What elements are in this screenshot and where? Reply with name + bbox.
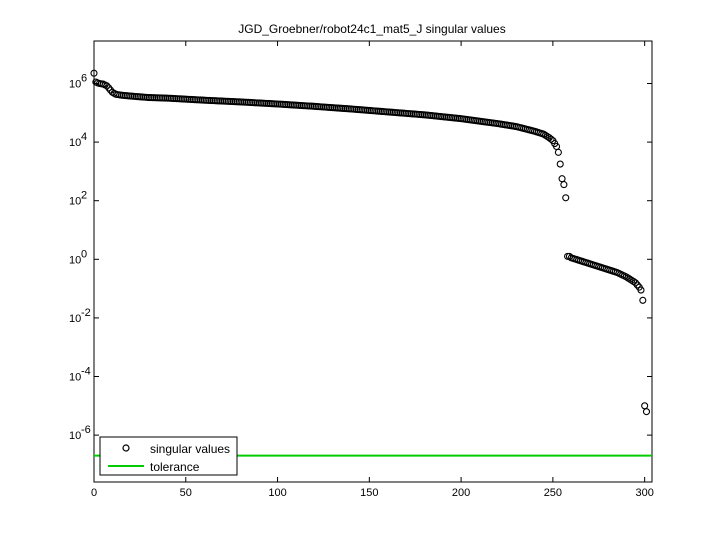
y-tick-exponent: 0	[81, 248, 87, 260]
singular-value-point	[622, 273, 630, 281]
singular-value-point	[631, 279, 640, 287]
singular-value-point	[103, 82, 111, 90]
x-tick-label: 300	[635, 487, 653, 499]
x-tick-label: 150	[360, 487, 378, 499]
x-tick-label: 50	[180, 487, 192, 499]
legend-label-tolerance: tolerance	[150, 460, 200, 474]
legend: singular values tolerance	[99, 436, 238, 476]
legend-label-singular-values: singular values	[150, 442, 230, 456]
singular-value-point	[565, 252, 573, 260]
legend-marker-singular-values	[122, 444, 130, 452]
y-tick-label: 10 0	[69, 248, 87, 266]
legend-box	[99, 436, 238, 476]
y-tick-base: 10	[69, 430, 81, 442]
y-tick-base: 10	[69, 78, 81, 90]
axes-frame	[93, 40, 653, 483]
y-tick-exponent: -4	[81, 366, 91, 378]
y-tick-base: 10	[69, 196, 81, 208]
y-tick-label: 10 4	[69, 131, 87, 149]
y-tick-label: 10 -4	[69, 366, 91, 384]
singular-value-point	[626, 275, 634, 283]
singular-value-point	[540, 130, 548, 138]
singular-value-point	[562, 194, 570, 202]
singular-value-point	[554, 148, 562, 156]
y-tick-label: 10 -6	[69, 424, 91, 442]
singular-value-point	[556, 160, 564, 168]
x-tick-label: 0	[91, 487, 97, 499]
y-tick-exponent: 4	[81, 131, 87, 143]
singular-value-point	[641, 402, 649, 410]
y-tick-exponent: -6	[81, 424, 91, 436]
y-tick-label: 10 6	[69, 72, 87, 90]
singular-value-point	[624, 274, 632, 282]
singular-value-point	[547, 135, 555, 143]
singular-value-point	[628, 276, 636, 284]
singular-value-point	[558, 175, 566, 183]
chart-marks	[90, 69, 652, 457]
y-tick-base: 10	[69, 137, 81, 149]
singular-value-point	[541, 131, 550, 139]
x-tick-label: 250	[544, 487, 562, 499]
singular-value-point	[633, 281, 641, 289]
y-tick-base: 10	[69, 254, 81, 266]
y-tick-label: 10 2	[69, 190, 87, 208]
singular-value-point	[90, 69, 98, 77]
singular-value-point	[560, 181, 568, 189]
y-tick-base: 10	[69, 372, 81, 384]
singular-value-point	[642, 408, 651, 416]
singular-value-point	[105, 84, 113, 92]
singular-value-point	[637, 286, 645, 294]
chart-title: JGD_Groebner/robot24c1_mat5_J singular v…	[238, 22, 505, 36]
y-tick-label: 10 -2	[69, 307, 91, 325]
singular-value-point	[639, 296, 647, 304]
y-tick-exponent: -2	[81, 307, 91, 319]
y-tick-exponent: 6	[81, 72, 87, 84]
x-tick-label: 100	[268, 487, 286, 499]
y-tick-base: 10	[69, 313, 81, 325]
x-tick-label: 200	[452, 487, 470, 499]
y-tick-exponent: 2	[81, 190, 87, 202]
